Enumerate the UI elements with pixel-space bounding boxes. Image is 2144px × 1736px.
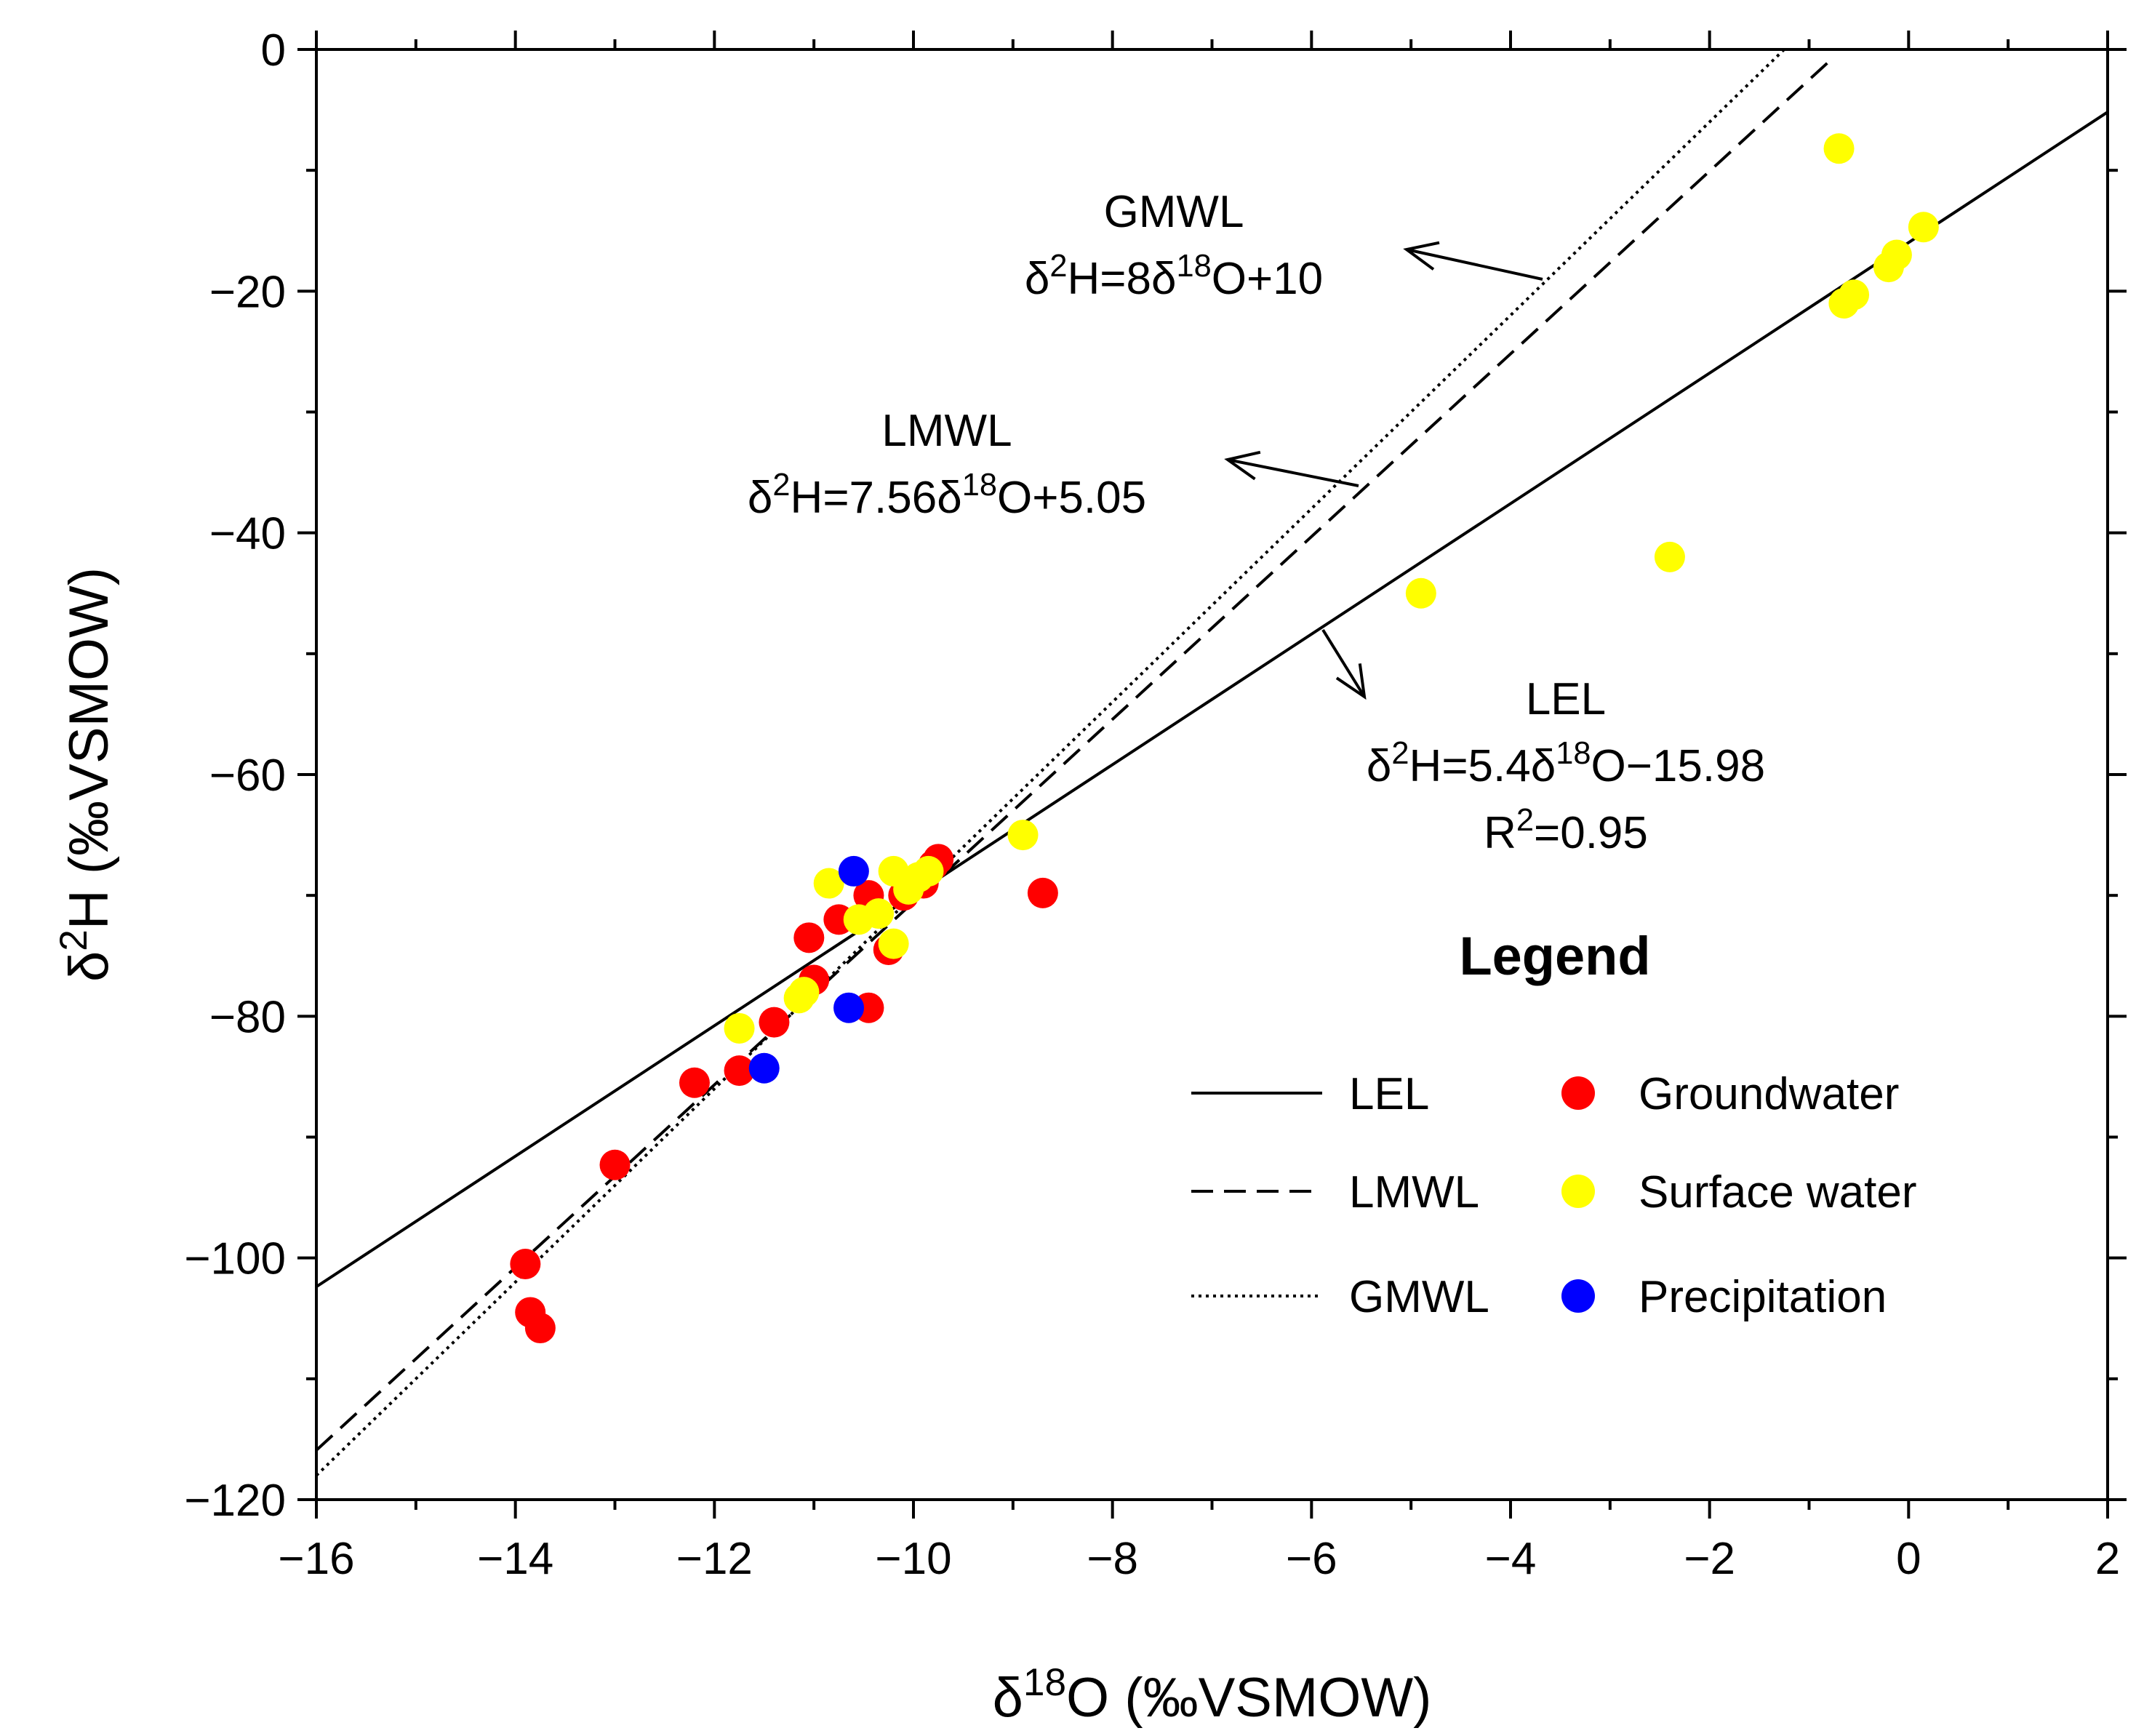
- surface-water-point: [878, 928, 909, 959]
- x-tick-label: −10: [875, 1534, 951, 1584]
- x-tick-label: −12: [676, 1534, 753, 1584]
- groundwater-point: [599, 1149, 631, 1180]
- legend-label: GMWL: [1349, 1272, 1489, 1322]
- surface-water-point: [788, 977, 820, 1008]
- surface-water-point: [1908, 212, 1939, 243]
- y-tick-label: 0: [261, 25, 286, 76]
- legend-marker-precipitation: [1561, 1279, 1595, 1313]
- annotation-gmwl-line: δ2H=8δ18O+10: [1025, 249, 1323, 304]
- annotation-lel-line: R2=0.95: [1484, 803, 1648, 858]
- y-tick-label: −120: [184, 1476, 286, 1526]
- groundwater-point: [759, 1007, 790, 1038]
- surface-water-point: [1007, 820, 1039, 851]
- arrow-head: [1335, 663, 1367, 700]
- legend-label: Surface water: [1639, 1167, 1917, 1217]
- groundwater-point: [510, 1248, 541, 1279]
- legend-label: Groundwater: [1639, 1069, 1899, 1119]
- legend-marker-surface-water: [1561, 1175, 1595, 1208]
- y-axis-title: δ2H (‰VSMOW): [52, 567, 121, 982]
- legend-label: LMWL: [1349, 1167, 1479, 1217]
- y-tick-label: −100: [184, 1234, 286, 1284]
- surface-water-point: [724, 1012, 755, 1044]
- groundwater-point: [679, 1067, 710, 1098]
- x-tick-label: −4: [1485, 1534, 1537, 1584]
- legend-label: Precipitation: [1639, 1272, 1887, 1322]
- x-tick-label: −16: [278, 1534, 354, 1584]
- groundwater-point: [793, 922, 825, 953]
- x-tick-label: −2: [1684, 1534, 1735, 1584]
- x-axis-title: δ18O (‰VSMOW): [993, 1661, 1432, 1729]
- y-tick-label: −80: [209, 992, 286, 1042]
- surface-water-point: [1881, 239, 1912, 271]
- x-tick-label: −6: [1286, 1534, 1337, 1584]
- annotation-lel-line: LEL: [1526, 674, 1606, 724]
- precipitation-point: [838, 855, 869, 887]
- x-tick-label: 2: [2095, 1534, 2120, 1584]
- precipitation-point: [748, 1052, 780, 1084]
- arrow-shaft: [1227, 458, 1359, 487]
- groundwater-point: [1027, 877, 1058, 908]
- surface-water-point: [1405, 577, 1436, 609]
- y-tick-label: −20: [209, 267, 286, 317]
- surface-water-point: [813, 868, 844, 899]
- arrow-gmwl: [1403, 241, 1543, 281]
- surface-water-point: [863, 898, 895, 929]
- annotation-lmwl-line: LMWL: [881, 406, 1012, 456]
- surface-water-point: [1654, 541, 1685, 572]
- arrow-lel: [1321, 628, 1367, 700]
- x-tick-label: −8: [1087, 1534, 1138, 1584]
- arrow-shaft: [1321, 628, 1366, 698]
- surface-water-point: [1839, 279, 1870, 311]
- surface-water-point: [913, 855, 944, 887]
- precipitation-point: [833, 992, 865, 1023]
- groundwater-point: [524, 1313, 556, 1344]
- x-tick-label: 0: [1896, 1534, 1921, 1584]
- annotation-gmwl-line: GMWL: [1104, 187, 1244, 237]
- x-tick-label: −14: [477, 1534, 553, 1584]
- y-tick-label: −60: [209, 751, 286, 801]
- arrow-lmwl: [1224, 450, 1359, 487]
- y-tick-label: −40: [209, 509, 286, 559]
- annotation-lmwl-line: δ2H=7.56δ18O+5.05: [748, 468, 1146, 523]
- line-lel: [316, 111, 2108, 1288]
- arrow-head: [1224, 450, 1261, 481]
- surface-water-point: [1823, 133, 1855, 164]
- arrow-shaft: [1406, 248, 1543, 281]
- legend-marker-groundwater: [1561, 1076, 1595, 1110]
- arrow-head: [1403, 241, 1440, 271]
- legend-title: Legend: [1459, 926, 1650, 986]
- groundwater-point: [724, 1055, 755, 1087]
- legend-label: LEL: [1349, 1069, 1429, 1119]
- annotation-lel-line: δ2H=5.4δ18O−15.98: [1367, 736, 1765, 791]
- line-lmwl: [316, 55, 1836, 1452]
